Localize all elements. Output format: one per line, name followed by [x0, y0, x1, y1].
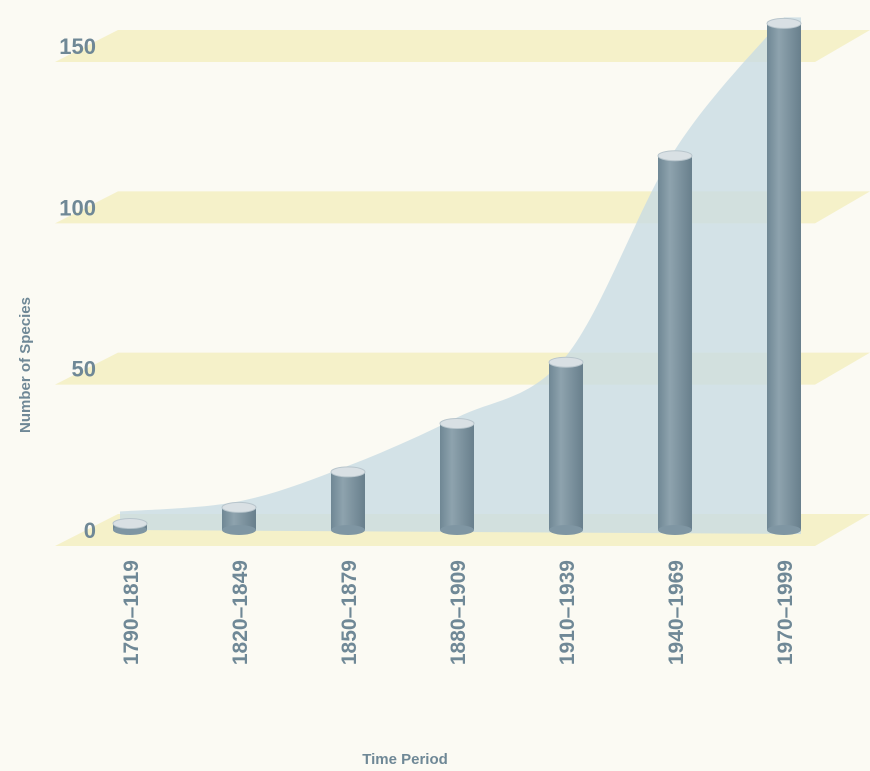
trend-area-shape: [120, 17, 801, 535]
bar-base: [222, 525, 256, 535]
x-tick-label: 1820–1849: [229, 560, 252, 665]
bar: [766, 17, 802, 535]
bar-base: [549, 525, 583, 535]
bar-top: [439, 418, 475, 430]
bar: [548, 356, 584, 535]
bar-top: [548, 356, 584, 368]
y-tick-label: 50: [72, 357, 96, 382]
bar: [221, 501, 257, 535]
bar-base: [331, 525, 365, 535]
y-tick-label: 150: [59, 34, 96, 59]
y-tick-label: 0: [84, 518, 96, 543]
x-axis-label: Time Period: [362, 751, 448, 766]
bar-top: [330, 466, 366, 478]
gridband: [55, 30, 870, 62]
x-tick-label: 1910–1939: [556, 560, 579, 665]
y-tick-labels: 0 50 100 150: [59, 34, 96, 543]
x-tick-label: 1880–1909: [447, 560, 470, 665]
bar: [439, 418, 475, 535]
bar-body: [331, 471, 365, 530]
trend-area: [120, 17, 801, 535]
bar-top: [657, 150, 693, 162]
bar: [330, 466, 366, 535]
x-tick-label: 1790–1819: [120, 560, 143, 665]
bar-top: [112, 518, 148, 530]
bar-base: [658, 525, 692, 535]
x-tick-label: 1970–1999: [774, 560, 797, 665]
x-tick-label: 1940–1969: [665, 560, 688, 665]
x-tick-label: 1850–1879: [338, 560, 361, 665]
bar-top: [221, 501, 257, 513]
bar-body: [440, 423, 474, 530]
y-axis-label: Number of Species: [17, 297, 34, 433]
bar-top: [766, 17, 802, 29]
x-tick-labels: 1790–1819 1820–1849 1850–1879 1880–1909 1910…: [120, 560, 797, 665]
bar-base: [767, 525, 801, 535]
y-tick-label: 100: [59, 195, 96, 220]
bars: [112, 17, 802, 535]
bar: [657, 150, 693, 535]
bar-base: [440, 525, 474, 535]
bar-body: [222, 507, 256, 530]
bar-body: [658, 155, 692, 530]
bar-body: [549, 362, 583, 530]
bar: [112, 518, 148, 535]
bar-body: [767, 23, 801, 531]
